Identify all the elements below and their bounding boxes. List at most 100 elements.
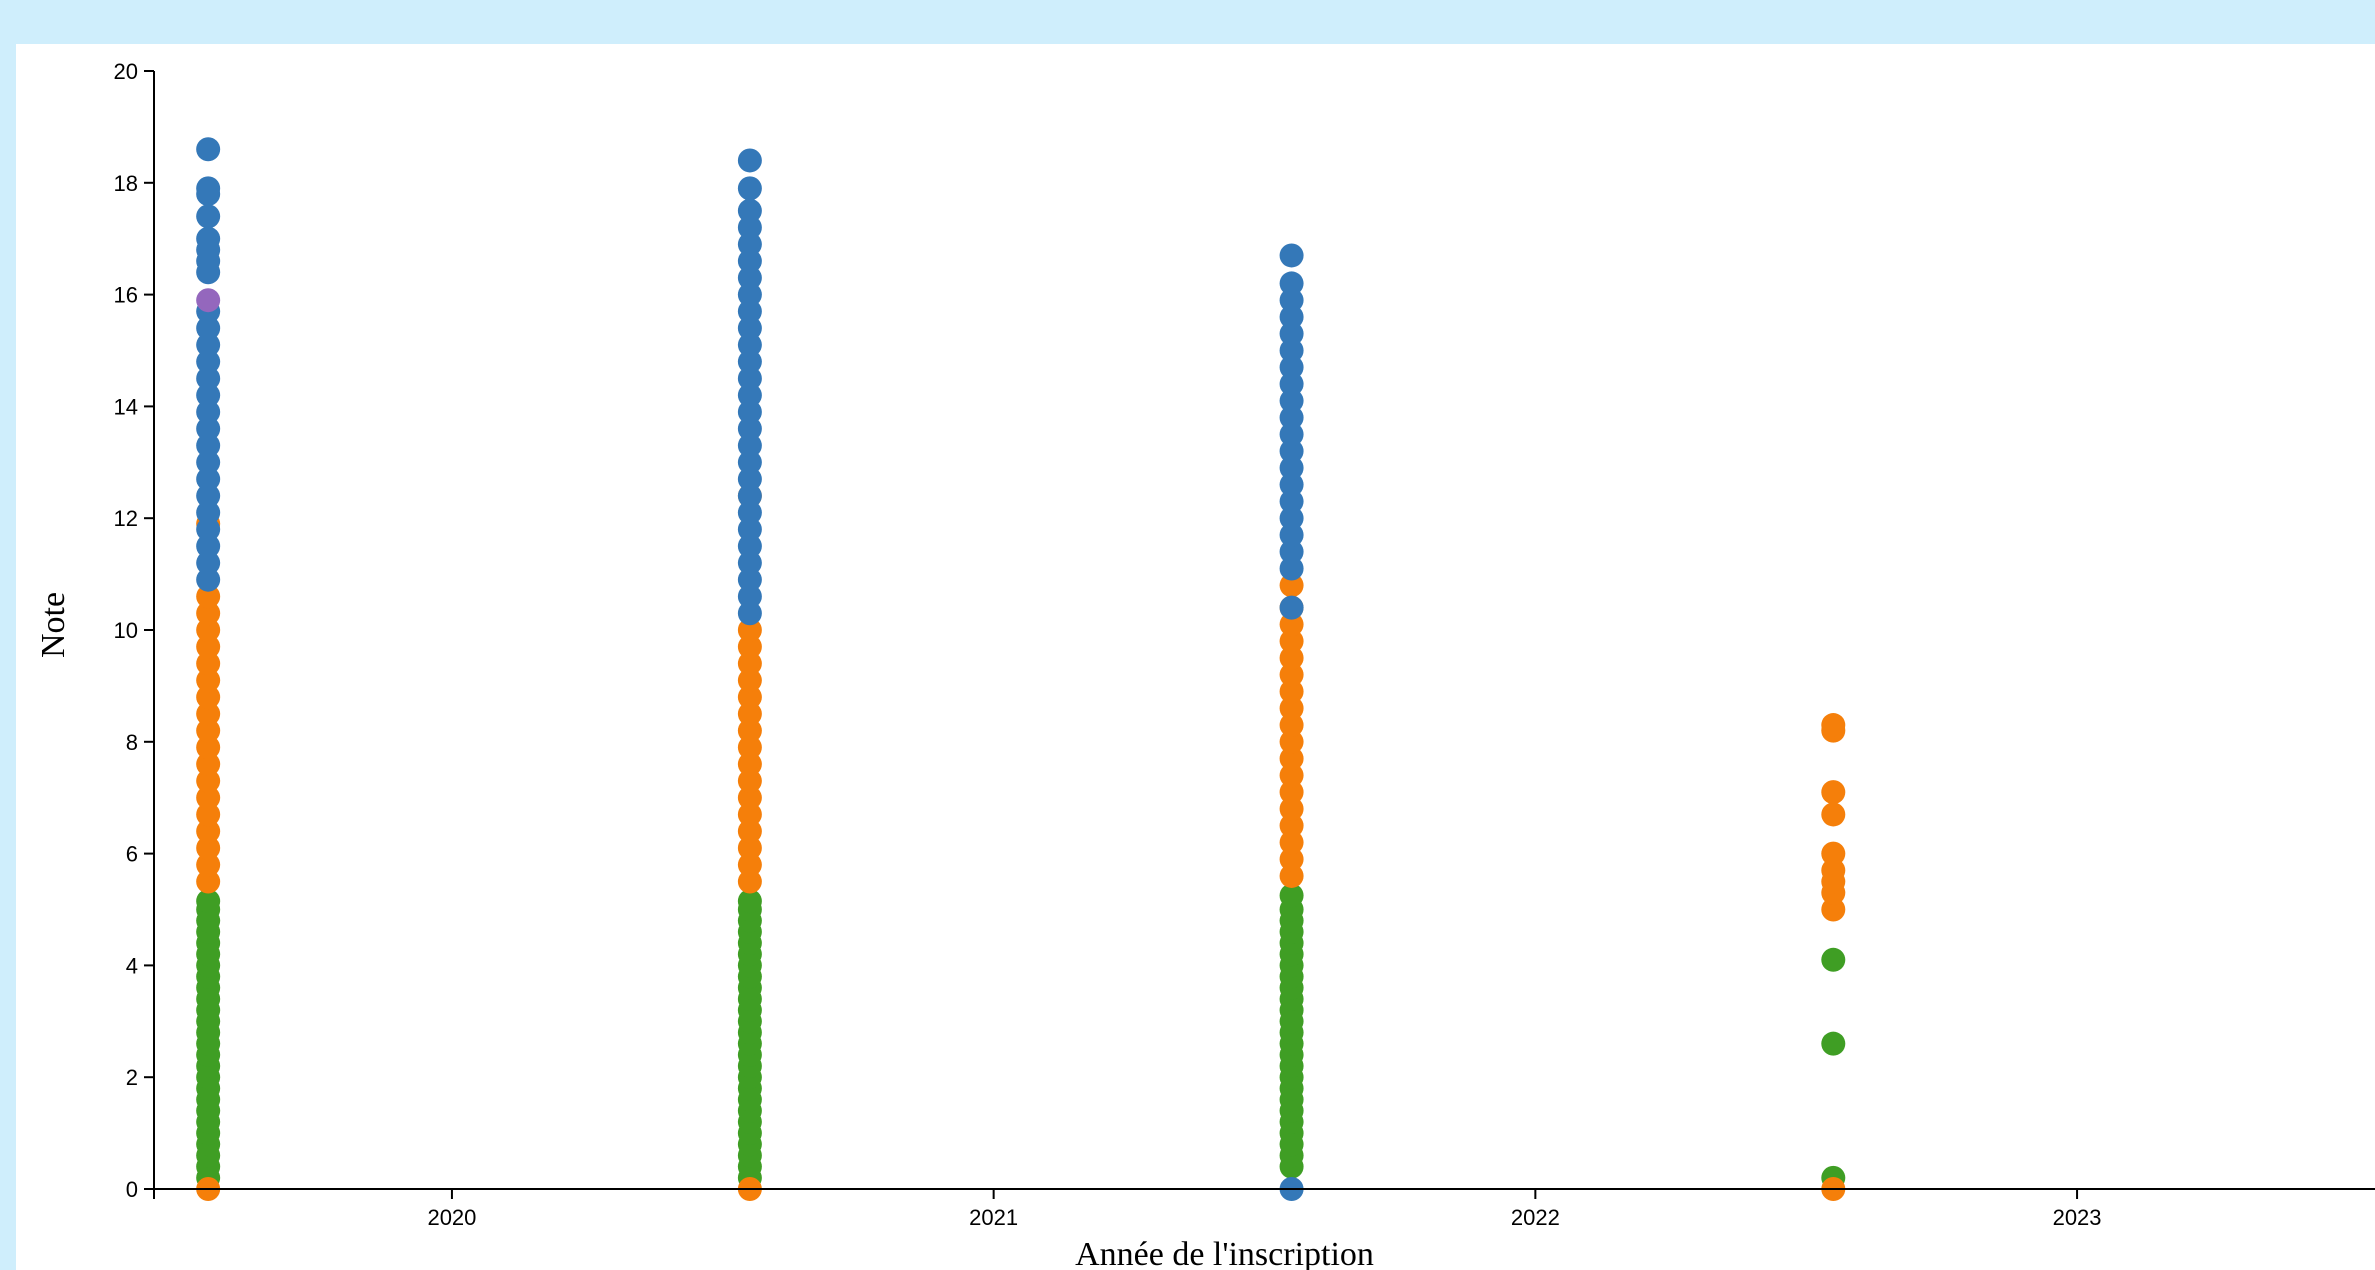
data-point	[1279, 847, 1304, 872]
data-point	[196, 584, 221, 609]
y-axis-title: Note	[35, 592, 72, 658]
data-point	[196, 752, 221, 777]
data-point	[196, 718, 221, 743]
data-point	[1821, 858, 1846, 883]
data-point	[196, 204, 221, 229]
data-point	[737, 215, 762, 240]
data-point	[1279, 662, 1304, 687]
data-point	[1279, 813, 1304, 838]
data-point	[737, 416, 762, 441]
data-point	[737, 366, 762, 391]
data-point	[737, 232, 762, 257]
data-point	[1279, 729, 1304, 754]
data-point	[737, 349, 762, 374]
chart-canvas: 0 2 4 6 8 10 12 14 16 18 20 2020 2021 2022 2023 Note A…	[16, 44, 2375, 1270]
data-point	[1821, 897, 1846, 922]
data-point	[737, 517, 762, 542]
data-point	[196, 567, 221, 592]
data-point	[737, 584, 762, 609]
data-point	[1279, 506, 1304, 531]
data-point	[737, 467, 762, 492]
y-tick-label: 4	[126, 953, 138, 978]
data-point	[1279, 539, 1304, 564]
y-tick-label: 2	[126, 1065, 138, 1090]
data-point	[1821, 841, 1846, 866]
data-point	[196, 137, 221, 162]
data-point	[1821, 780, 1846, 805]
data-point	[1279, 629, 1304, 654]
data-point	[737, 601, 762, 626]
data-point	[737, 618, 762, 642]
data-point	[1279, 338, 1304, 363]
data-point	[737, 852, 762, 877]
data-point	[196, 383, 221, 408]
data-point	[1279, 863, 1304, 888]
data-point	[737, 299, 762, 324]
data-point	[737, 433, 762, 458]
data-point	[1279, 763, 1304, 788]
data-point	[1279, 472, 1304, 497]
data-point	[1821, 802, 1846, 827]
data-point	[196, 634, 221, 659]
data-point	[1279, 696, 1304, 721]
data-point	[196, 288, 221, 313]
data-point	[1279, 372, 1304, 397]
data-point	[196, 785, 221, 810]
data-point	[196, 349, 221, 374]
data-point	[737, 534, 762, 559]
data-point	[1279, 271, 1304, 296]
data-point	[737, 819, 762, 844]
data-point	[196, 889, 221, 914]
y-tick-label: 12	[114, 506, 138, 531]
data-point	[737, 651, 762, 676]
data-point	[196, 802, 221, 827]
data-point	[1821, 947, 1846, 972]
data-point	[196, 869, 221, 894]
data-point	[196, 450, 221, 475]
y-tick-label: 14	[114, 394, 138, 419]
data-point	[196, 735, 221, 760]
data-point	[196, 819, 221, 844]
data-point	[737, 176, 762, 201]
data-point	[196, 768, 221, 793]
data-point	[737, 701, 762, 726]
data-point	[737, 550, 762, 575]
data-point	[737, 567, 762, 592]
data-point	[737, 668, 762, 693]
data-point	[1279, 612, 1304, 637]
data-point	[737, 685, 762, 710]
data-point	[737, 889, 762, 914]
data-point	[196, 534, 221, 559]
data-point	[1279, 556, 1304, 581]
x-tick-label: 2021	[969, 1205, 1018, 1230]
data-point	[737, 249, 762, 274]
data-point	[196, 483, 221, 508]
data-point	[196, 517, 221, 542]
data-point	[196, 433, 221, 458]
data-point	[196, 176, 221, 201]
data-point	[1821, 1031, 1846, 1056]
data-point	[737, 634, 762, 659]
data-point	[737, 483, 762, 508]
data-point	[196, 685, 221, 710]
data-point	[196, 668, 221, 693]
data-point	[1279, 489, 1304, 514]
y-tick-label: 18	[114, 171, 138, 196]
data-point	[1279, 388, 1304, 413]
x-tick-label: 2022	[1511, 1205, 1560, 1230]
data-point	[1279, 455, 1304, 480]
data-point	[196, 399, 221, 424]
data-point	[737, 785, 762, 810]
y-tick-label: 8	[126, 730, 138, 755]
data-point	[1279, 355, 1304, 380]
data-point	[737, 836, 762, 861]
data-point	[1279, 422, 1304, 447]
data-point	[196, 500, 221, 525]
data-point	[737, 265, 762, 290]
data-point	[737, 383, 762, 408]
data-point	[1279, 439, 1304, 464]
data-point	[737, 332, 762, 357]
data-point	[1279, 780, 1304, 805]
data-point	[1279, 830, 1304, 855]
